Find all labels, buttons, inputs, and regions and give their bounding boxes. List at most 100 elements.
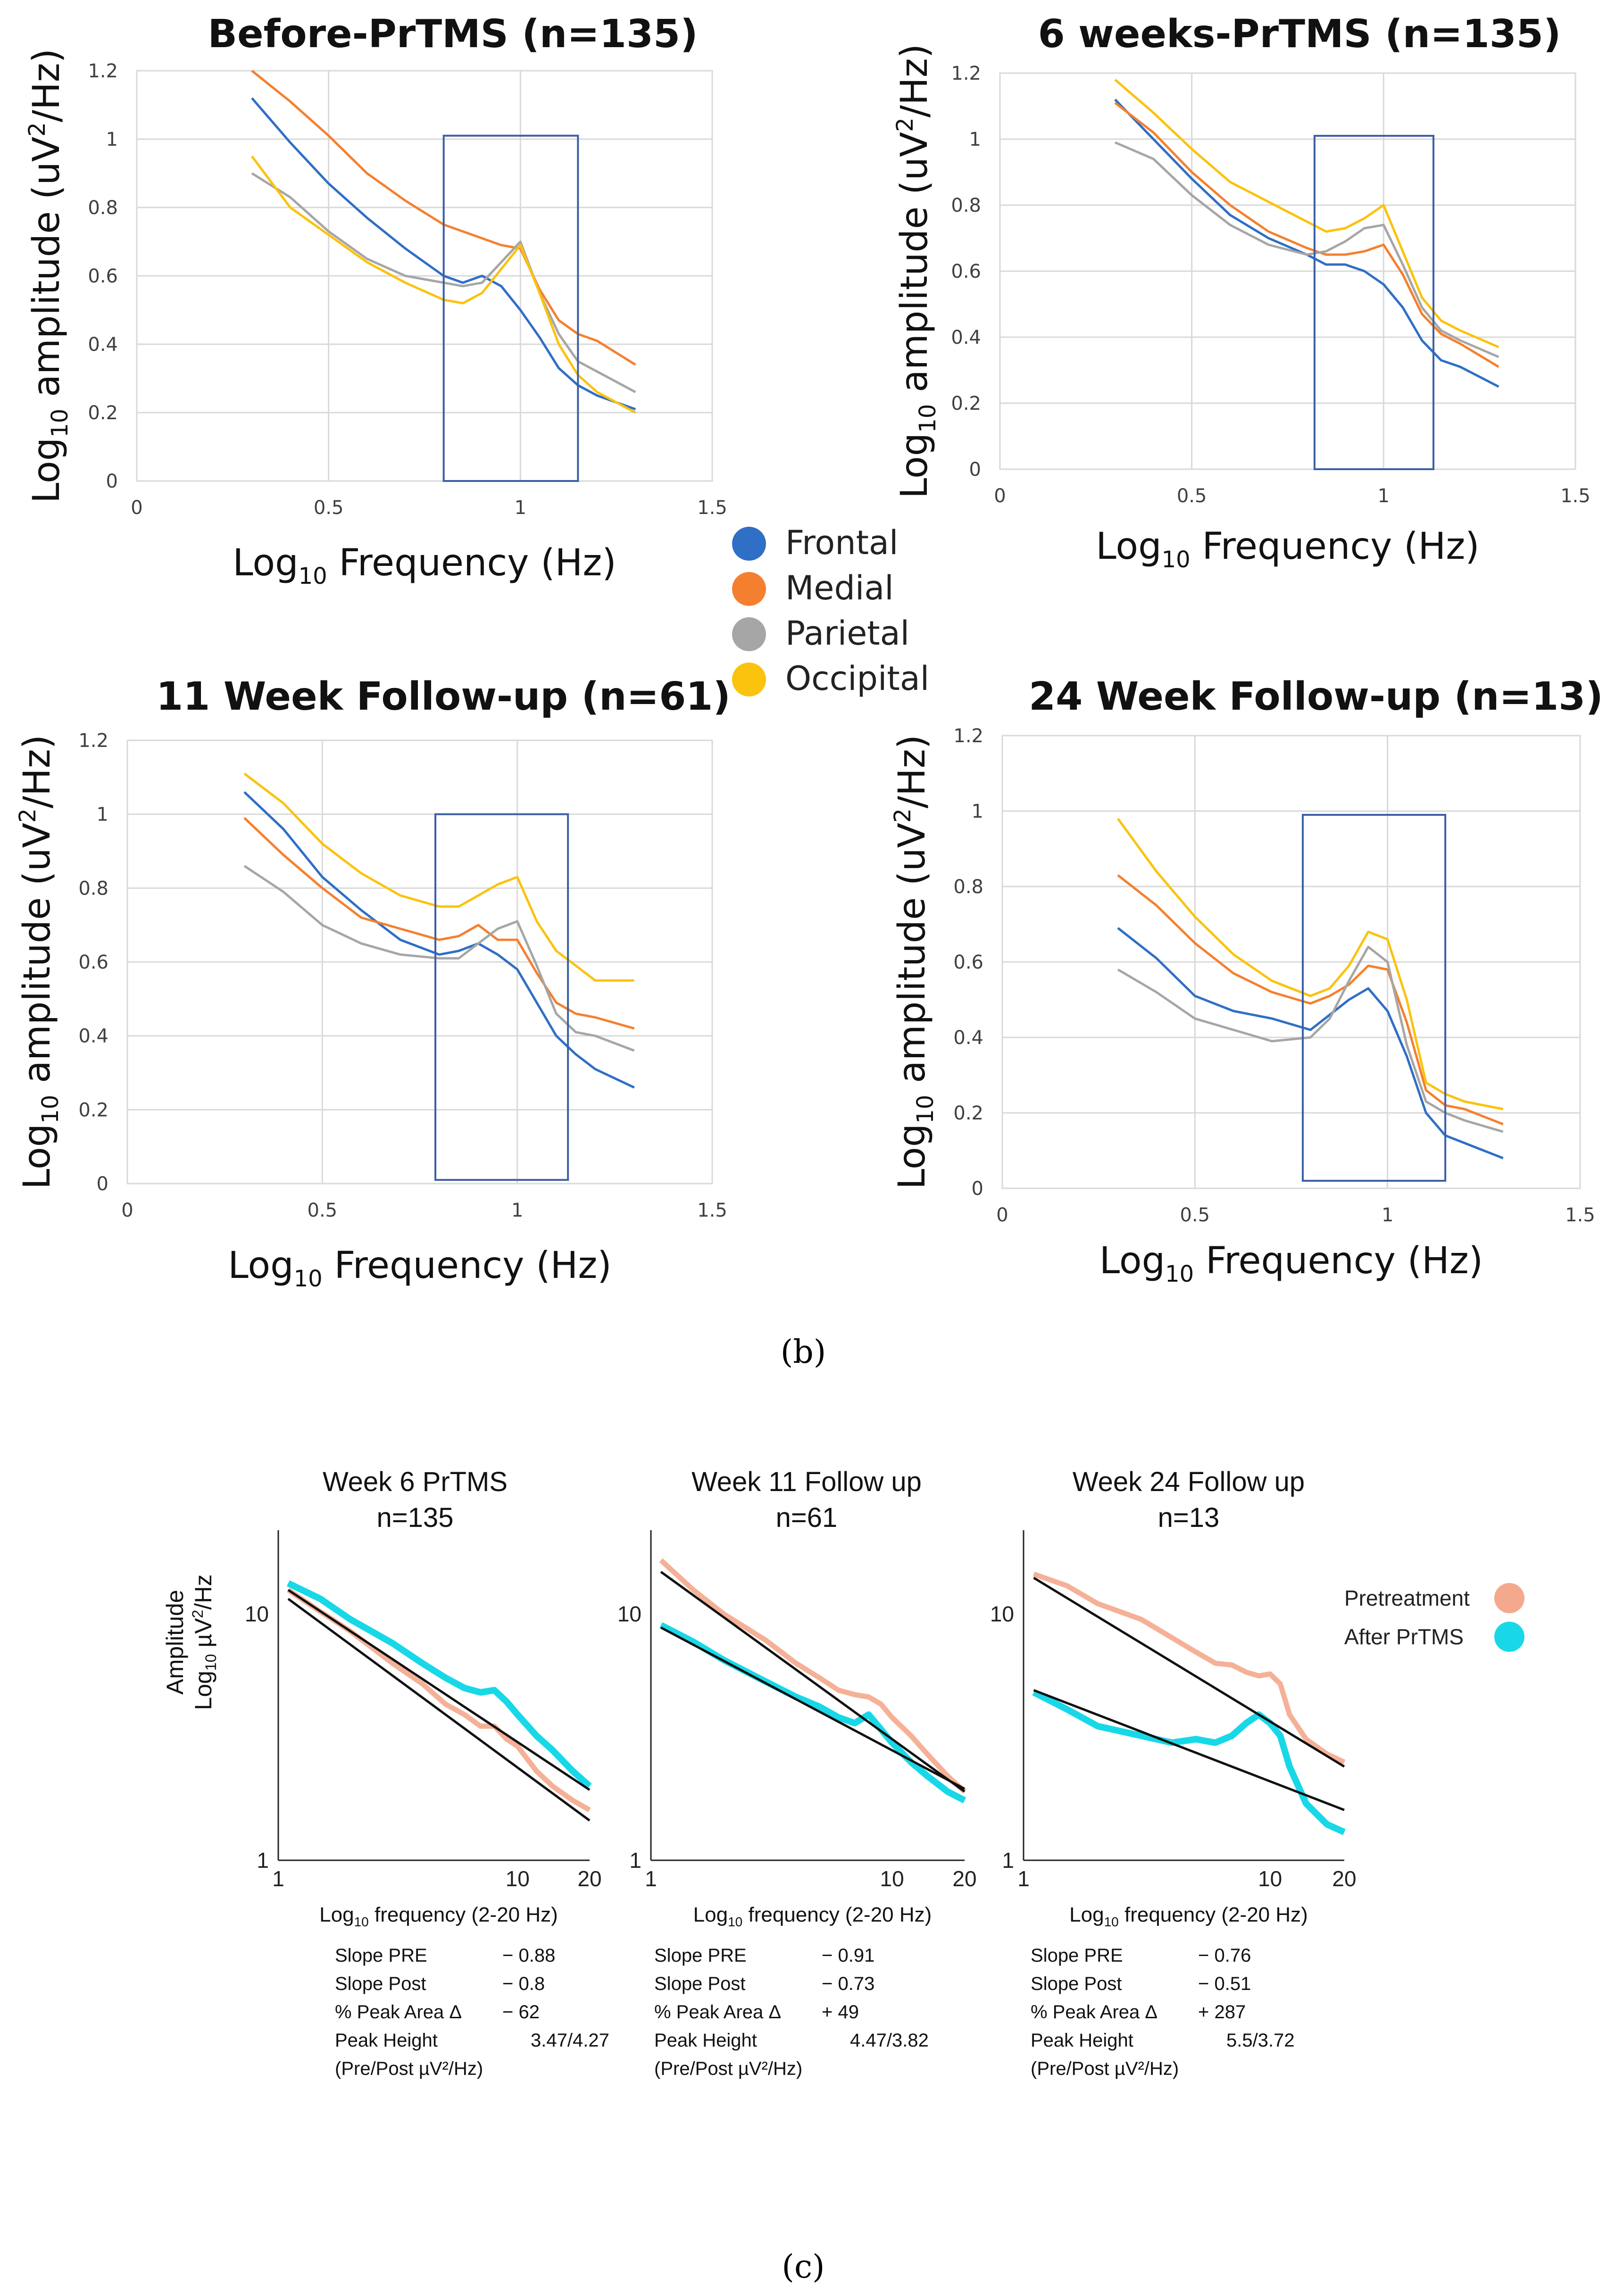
y-tick-label: 1.2 [951,63,981,84]
label-part: Amplitude [162,1590,188,1694]
series-line-frontal [1117,927,1504,1160]
y-tick-label: 10 [990,1601,1014,1626]
stat-label: Slope PRE [654,1945,747,1966]
regression-line-post [287,1589,591,1791]
label-part: /Hz) [891,735,933,808]
label-part: 10 [728,1915,742,1929]
stat-value: 3.47/4.27 [531,2030,609,2051]
chart-subtitle: n=61 [776,1502,838,1533]
label-part: Frequency (Hz) [1191,525,1480,568]
label-part: Frequency (Hz) [327,542,616,584]
stat-label: % Peak Area Δ [1031,2002,1157,2022]
label-part: Log [319,1903,354,1926]
x-tick-label: 1 [1382,1204,1393,1226]
x-tick-label: 20 [1332,1866,1356,1891]
chart-title: 6 weeks-PrTMS (n=135) [1038,12,1561,57]
y-tick-label: 10 [245,1601,269,1626]
x-tick-label: 0.5 [308,1200,338,1221]
y-tick-label: 0.2 [78,1099,108,1121]
legend-label-parietal: Parietal [785,614,909,653]
x-axis-label: Log10 Frequency (Hz) [233,542,616,589]
stat-label: Peak Height [1031,2030,1133,2051]
legend-label: After PrTMS [1344,1625,1464,1649]
stats-table: Slope PRE − 0.88 Slope Post − 0.8 % Peak Are… [335,1945,609,2079]
chart-3: 0 0.2 0.4 0.6 0.8 1 1.2 0 0.5 1 1.5 11 Week Follow-… [15,674,731,1292]
chart-title: Week 6 PrTMS [323,1467,508,1497]
label-part: /Hz) [16,735,58,808]
legend-label-medial: Medial [785,569,894,607]
label-part: 10 [915,404,941,433]
x-tick-label: 20 [577,1866,601,1891]
x-axis-label: Log10 frequency (2-20 Hz) [693,1903,932,1929]
label-part: /Hz) [893,44,936,117]
label-part: Log [693,1903,728,1926]
stat-label: Slope Post [654,1973,745,1994]
x-axis-label: Log10 Frequency (Hz) [1099,1240,1483,1287]
stat-label: % Peak Area Δ [335,2002,462,2022]
chart-subtitle: n=13 [1158,1502,1220,1533]
series-line-occipital [250,155,636,414]
y-tick-label: 0.6 [951,261,981,282]
x-tick-label: 10 [506,1866,530,1891]
y-tick-label: 0.8 [951,195,981,216]
y-tick-label: 0.4 [953,1027,983,1049]
x-axis-label: Log10 Frequency (Hz) [228,1244,611,1292]
x-tick-label: 1 [1017,1866,1030,1891]
y-tick-label: 0.2 [88,402,118,424]
y-axis-label-line2: Log10 µV2/Hz [189,1575,219,1710]
regression-line-pre [660,1571,966,1793]
y-axis-label: Log10 amplitude (uV2/Hz) [24,49,73,503]
alpha-band-box [442,134,579,482]
x-tick-label: 10 [880,1866,904,1891]
alpha-band-box [1302,814,1447,1182]
regression-line-post [1033,1689,1345,1811]
y-tick-label: 0.6 [88,265,118,287]
chart-title: Before-PrTMS (n=135) [208,12,698,57]
legend-marker-after-prtms [1494,1622,1524,1652]
stat-label: % Peak Area Δ [654,2002,781,2022]
legend-regions: Frontal Medial Parietal Occipital [732,523,929,698]
label-part: 10 [37,1095,64,1124]
stat-value: − 0.73 [822,1973,874,1994]
legend-marker-occipital [732,663,766,696]
x-tick-label: 1 [272,1866,284,1891]
x-tick-label: 0.5 [1177,485,1207,507]
stat-label: Slope PRE [335,1945,427,1966]
stat-label: Slope PRE [1031,1945,1123,1966]
stat-value: + 287 [1198,2002,1246,2022]
legend-marker-parietal [732,617,766,651]
label-part: Log [893,433,936,498]
stat-value: 4.47/3.82 [850,2030,929,2051]
chart-title: Week 11 Follow up [691,1467,922,1497]
series-line-medial [243,817,635,1030]
series-line-frontal [251,97,636,411]
label-part: Frequency (Hz) [1194,1240,1483,1282]
series-pretreatment [1032,1571,1346,1765]
label-part: amplitude (uV [16,823,58,1095]
label-part: amplitude (uV [891,823,933,1095]
x-tick-label: 0 [131,497,142,519]
stat-note: (Pre/Post µV²/Hz) [654,2058,802,2079]
y-tick-label: 1.2 [88,60,118,82]
chart-4: 0 0.2 0.4 0.6 0.8 1 1.2 0 0.5 1 1.5 24 Week Follow-… [890,674,1603,1287]
x-tick-label: 1 [511,1200,523,1221]
x-tick-label: 1.5 [1565,1204,1595,1226]
series-pretreatment [659,1558,966,1794]
label-part: /Hz [190,1575,216,1610]
chart-title: 11 Week Follow-up (n=61) [156,674,731,719]
series-pretreatment [286,1588,591,1813]
label-part: Log [228,1244,293,1287]
x-tick-label: 20 [952,1866,976,1891]
label-part: 2 [15,808,41,823]
label-part: amplitude (uV [25,137,68,409]
x-tick-label: 1 [515,497,526,519]
series-line-parietal [243,865,635,1052]
chart-2: 0 0.2 0.4 0.6 0.8 1 1.2 0 0.5 1 1.5 6 weeks-PrTMS (… [892,12,1590,573]
label-part: 2 [890,808,916,823]
x-axis-label: Log10 frequency (2-20 Hz) [1069,1903,1308,1929]
legend-label-occipital: Occipital [785,659,929,698]
label-part: Log [1069,1903,1104,1926]
stat-value: − 0.76 [1198,1945,1251,1966]
regression-line-pre [1033,1576,1345,1768]
